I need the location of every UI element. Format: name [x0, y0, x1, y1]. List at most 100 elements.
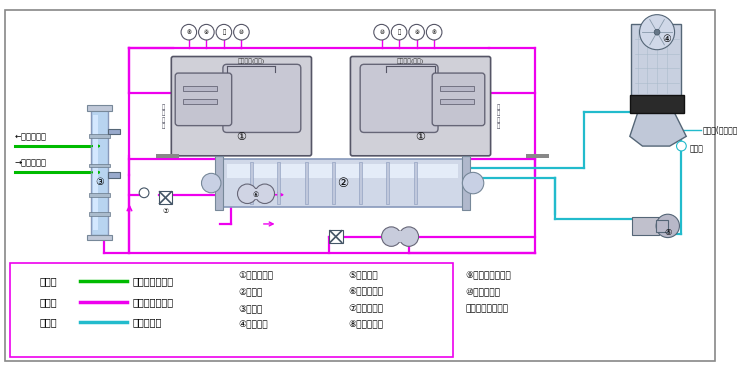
Text: ①: ①: [416, 132, 426, 142]
Circle shape: [374, 24, 389, 40]
FancyBboxPatch shape: [223, 64, 300, 132]
Circle shape: [391, 24, 407, 40]
Text: 红色线: 红色线: [40, 297, 58, 307]
Circle shape: [216, 24, 232, 40]
Circle shape: [181, 24, 197, 40]
Text: ⑩高压压力表: ⑩高压压力表: [465, 288, 500, 296]
Bar: [183, 86, 217, 91]
Bar: [630, 95, 684, 113]
Text: 蓝色线: 蓝色线: [40, 317, 58, 327]
Bar: [93, 115, 98, 230]
Text: 高压排气(流向): 高压排气(流向): [397, 59, 425, 64]
Circle shape: [234, 24, 249, 40]
Bar: [462, 156, 470, 210]
Text: ⑥干燥过滤器: ⑥干燥过滤器: [349, 288, 383, 296]
Circle shape: [201, 173, 221, 193]
Text: ⑨: ⑨: [414, 30, 419, 35]
Bar: [630, 24, 682, 98]
Bar: [89, 212, 110, 216]
Circle shape: [198, 24, 214, 40]
Text: 水循环回路: 水循环回路: [132, 317, 162, 327]
Bar: [386, 162, 389, 204]
Bar: [89, 164, 110, 167]
Text: ⑨低压压力控制器: ⑨低压压力控制器: [465, 271, 511, 280]
Circle shape: [676, 141, 686, 151]
Text: ⑪: ⑪: [397, 29, 401, 35]
Bar: [183, 99, 217, 104]
Circle shape: [399, 227, 419, 246]
Bar: [656, 220, 667, 232]
Bar: [158, 191, 172, 204]
Text: ⑩: ⑩: [379, 30, 384, 35]
Text: 绿色线: 绿色线: [40, 276, 58, 286]
Text: ⑪: ⑪: [222, 29, 226, 35]
Text: 排污阀: 排污阀: [689, 144, 703, 154]
Text: ⑦供液膨胀阀: ⑦供液膨胀阀: [349, 304, 383, 313]
Text: ④: ④: [662, 34, 671, 44]
Circle shape: [656, 214, 679, 237]
Bar: [305, 162, 308, 204]
Text: ⑥: ⑥: [253, 192, 259, 198]
Bar: [87, 235, 112, 240]
Text: ③蒸发器: ③蒸发器: [238, 304, 263, 313]
Bar: [226, 164, 459, 178]
Text: →载冷剂流入: →载冷剂流入: [15, 158, 47, 167]
Text: ②: ②: [337, 177, 349, 190]
Bar: [414, 162, 417, 204]
Bar: [89, 134, 110, 138]
FancyBboxPatch shape: [175, 73, 232, 126]
Polygon shape: [630, 113, 686, 146]
Bar: [332, 162, 335, 204]
Text: ③: ③: [95, 177, 104, 187]
Text: ①螺杆压缩机: ①螺杆压缩机: [238, 271, 274, 280]
Circle shape: [255, 184, 275, 204]
Bar: [440, 99, 474, 104]
Bar: [108, 173, 120, 178]
Bar: [246, 189, 266, 198]
Bar: [391, 231, 408, 242]
Text: 低
压
吸
气: 低 压 吸 气: [497, 104, 500, 129]
Circle shape: [139, 188, 149, 198]
Circle shape: [462, 173, 484, 194]
Text: ⑧: ⑧: [431, 30, 437, 35]
FancyBboxPatch shape: [432, 73, 485, 126]
Text: 低
压
吸
气: 低 压 吸 气: [162, 104, 165, 129]
Text: ⑧: ⑧: [186, 30, 191, 35]
Bar: [250, 162, 253, 204]
Bar: [215, 156, 223, 210]
Text: ②冷凝器: ②冷凝器: [238, 288, 263, 296]
Bar: [87, 105, 112, 111]
FancyBboxPatch shape: [360, 64, 438, 132]
Bar: [89, 193, 110, 197]
Circle shape: [654, 29, 660, 35]
FancyBboxPatch shape: [351, 56, 491, 156]
Text: 高压排气(流向): 高压排气(流向): [238, 59, 265, 64]
Text: ①: ①: [236, 132, 246, 142]
Text: 补水口(浮球控制: 补水口(浮球控制: [703, 125, 739, 134]
Text: ④冷却水塔: ④冷却水塔: [238, 321, 268, 330]
Text: ⑦: ⑦: [162, 208, 169, 214]
Text: 载冷剂循环回路: 载冷剂循环回路: [132, 276, 173, 286]
Bar: [525, 154, 549, 158]
Text: ⑤: ⑤: [664, 228, 671, 237]
Text: ←载冷剂出口: ←载冷剂出口: [15, 132, 47, 141]
Bar: [278, 162, 280, 204]
Circle shape: [408, 24, 425, 40]
Text: ⑪高压压力控制器: ⑪高压压力控制器: [465, 304, 508, 313]
Bar: [329, 230, 343, 243]
Circle shape: [426, 24, 442, 40]
Bar: [90, 110, 108, 235]
FancyBboxPatch shape: [172, 56, 312, 156]
Text: ⑩: ⑩: [239, 30, 244, 35]
Bar: [440, 86, 474, 91]
Text: 制冷剂循环回路: 制冷剂循环回路: [132, 297, 173, 307]
Bar: [632, 217, 659, 235]
Bar: [359, 162, 362, 204]
Text: ⑤冷却水泵: ⑤冷却水泵: [349, 271, 378, 280]
Text: ⑨: ⑨: [204, 30, 209, 35]
Circle shape: [382, 227, 401, 246]
Text: ⑧低压压力表: ⑧低压压力表: [349, 321, 383, 330]
Bar: [155, 154, 179, 158]
Circle shape: [238, 184, 257, 204]
Circle shape: [639, 15, 675, 50]
